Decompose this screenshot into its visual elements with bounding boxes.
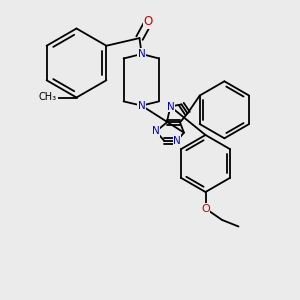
Text: N: N (138, 100, 146, 111)
Text: N: N (173, 136, 181, 146)
Text: O: O (144, 15, 153, 28)
Text: N: N (152, 126, 160, 136)
Text: CH₃: CH₃ (39, 92, 57, 103)
Text: O: O (201, 203, 210, 214)
Text: N: N (167, 101, 174, 112)
Text: N: N (138, 49, 146, 59)
